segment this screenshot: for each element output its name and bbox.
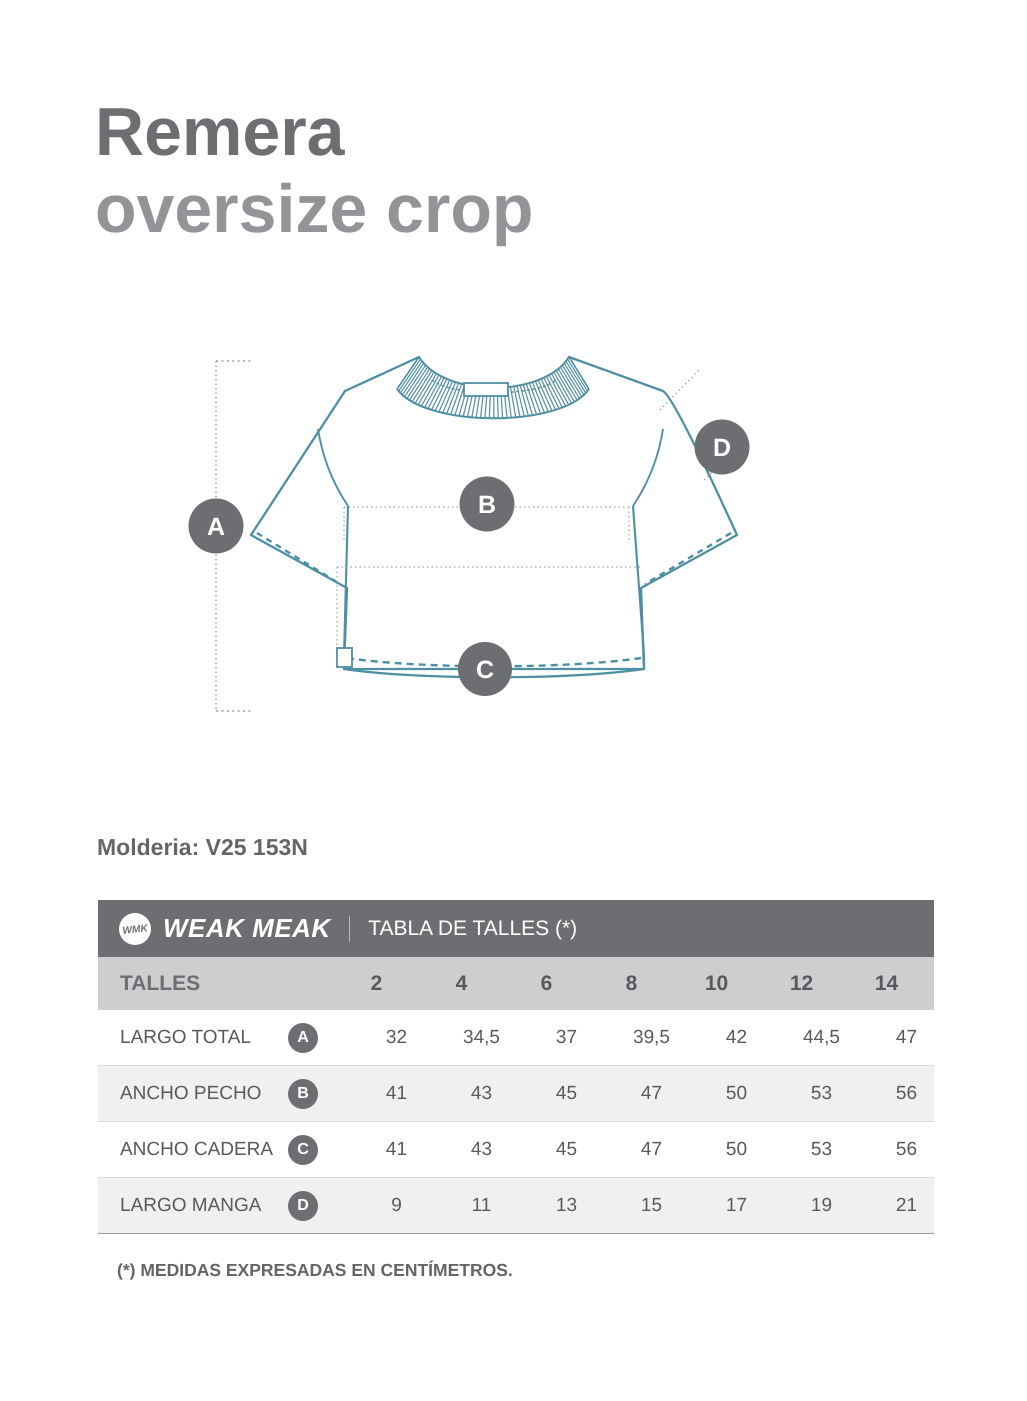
- svg-text:WMK: WMK: [122, 922, 149, 936]
- svg-text:C: C: [476, 656, 494, 684]
- svg-text:A: A: [207, 513, 225, 541]
- svg-text:D: D: [713, 434, 731, 462]
- svg-text:B: B: [478, 491, 496, 519]
